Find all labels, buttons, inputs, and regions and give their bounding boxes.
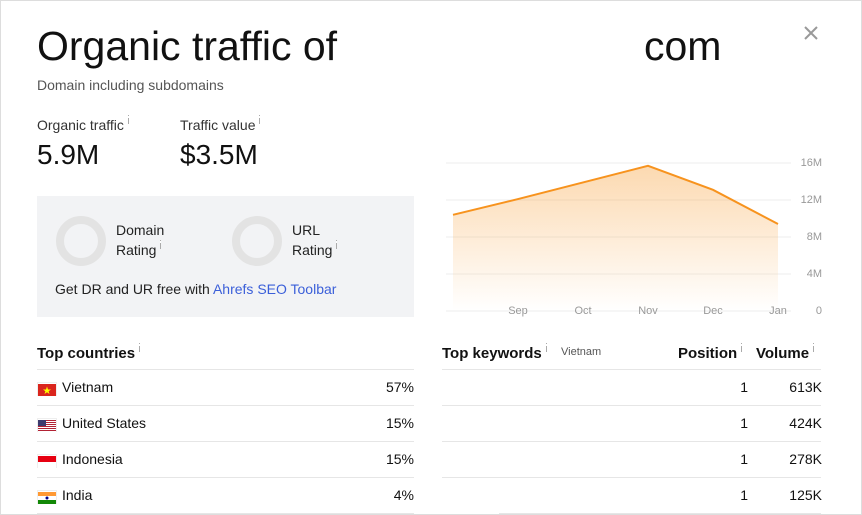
title-suffix: com bbox=[644, 23, 722, 69]
column-header: Position bbox=[678, 343, 743, 362]
rating-ring bbox=[232, 216, 282, 266]
metric-value: 5.9M bbox=[37, 139, 100, 170]
country-name: United States bbox=[62, 415, 147, 431]
y-tick-label: 12M bbox=[801, 194, 822, 206]
info-icon[interactable] bbox=[741, 343, 743, 352]
info-icon[interactable] bbox=[139, 343, 141, 352]
volume: 278K bbox=[789, 451, 822, 467]
rating-ring bbox=[56, 216, 106, 266]
position: 1 bbox=[740, 415, 748, 431]
text: Top countries bbox=[37, 345, 136, 362]
text: URL Rating bbox=[292, 222, 333, 258]
title: Organic traffic of bbox=[37, 23, 338, 69]
text: Organic traffic bbox=[37, 117, 124, 133]
line bbox=[452, 164, 779, 225]
volume: 613K bbox=[789, 379, 822, 395]
volume: 424K bbox=[789, 415, 822, 431]
separator bbox=[442, 477, 821, 478]
metric-label: Organic traffic bbox=[37, 115, 129, 133]
country-share: 15% bbox=[385, 451, 414, 467]
position: 1 bbox=[740, 487, 748, 503]
area bbox=[453, 165, 778, 311]
y-tick-label: 0 bbox=[816, 305, 822, 317]
position: 1 bbox=[740, 379, 748, 395]
close-button[interactable] bbox=[803, 25, 819, 41]
metric-label: Traffic value bbox=[180, 115, 261, 133]
filter-label: Vietnam bbox=[561, 346, 602, 358]
flag bbox=[37, 418, 57, 432]
flag bbox=[37, 490, 57, 504]
separator bbox=[499, 513, 821, 514]
flag bbox=[37, 454, 57, 468]
flag-icon bbox=[38, 456, 56, 468]
country-share: 57% bbox=[385, 379, 414, 395]
separator bbox=[442, 369, 821, 370]
section-title: Top keywords bbox=[442, 343, 547, 362]
text: Volume bbox=[756, 345, 810, 362]
subtitle: Domain including subdomains bbox=[37, 77, 224, 93]
rating-label: Domain Rating bbox=[116, 220, 178, 260]
text: Position bbox=[678, 345, 738, 362]
flag bbox=[37, 382, 57, 396]
volume: 125K bbox=[789, 487, 822, 503]
column-header: Volume bbox=[756, 343, 815, 362]
separator bbox=[37, 369, 414, 370]
separator bbox=[442, 441, 821, 442]
flag-icon bbox=[38, 384, 56, 396]
section-title: Top countries bbox=[37, 343, 141, 362]
country-name: Indonesia bbox=[62, 451, 123, 467]
separator bbox=[37, 477, 414, 478]
y-tick-label: 8M bbox=[807, 231, 822, 243]
flag-icon bbox=[38, 492, 56, 504]
y-tick-label: 16M bbox=[801, 157, 822, 169]
info-icon[interactable] bbox=[545, 343, 547, 352]
position: 1 bbox=[740, 451, 748, 467]
country-share: 15% bbox=[385, 415, 414, 431]
rating-label: URL Rating bbox=[292, 220, 347, 260]
country-share: 4% bbox=[393, 487, 414, 503]
country-name: India bbox=[62, 487, 93, 503]
info-icon[interactable] bbox=[813, 343, 815, 352]
info-icon[interactable] bbox=[259, 115, 261, 124]
promo: Get DR and UR free with Ahrefs SEO Toolb… bbox=[55, 281, 336, 297]
traffic-chart: 04M8M12M16MSepOctNovDecJan bbox=[446, 157, 822, 317]
promo-text: Get DR and UR free with bbox=[55, 281, 210, 297]
text: Domain Rating bbox=[116, 222, 165, 258]
metric-value: $3.5M bbox=[180, 139, 258, 170]
info-icon[interactable] bbox=[160, 240, 162, 249]
separator bbox=[37, 513, 414, 514]
info-icon[interactable] bbox=[336, 240, 338, 249]
text: Top keywords bbox=[442, 345, 542, 362]
promo-link[interactable]: Ahrefs SEO Toolbar bbox=[212, 281, 337, 297]
separator bbox=[37, 405, 414, 406]
info-icon[interactable] bbox=[127, 115, 129, 124]
y-tick-label: 4M bbox=[807, 268, 822, 280]
text: Traffic value bbox=[180, 117, 256, 133]
separator bbox=[37, 441, 414, 442]
separator bbox=[442, 405, 821, 406]
country-name: Vietnam bbox=[62, 379, 114, 395]
flag-icon bbox=[38, 420, 56, 432]
